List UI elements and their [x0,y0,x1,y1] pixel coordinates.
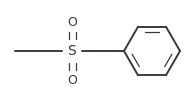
Text: O: O [67,15,77,28]
Text: O: O [67,74,77,86]
Text: S: S [68,44,76,58]
